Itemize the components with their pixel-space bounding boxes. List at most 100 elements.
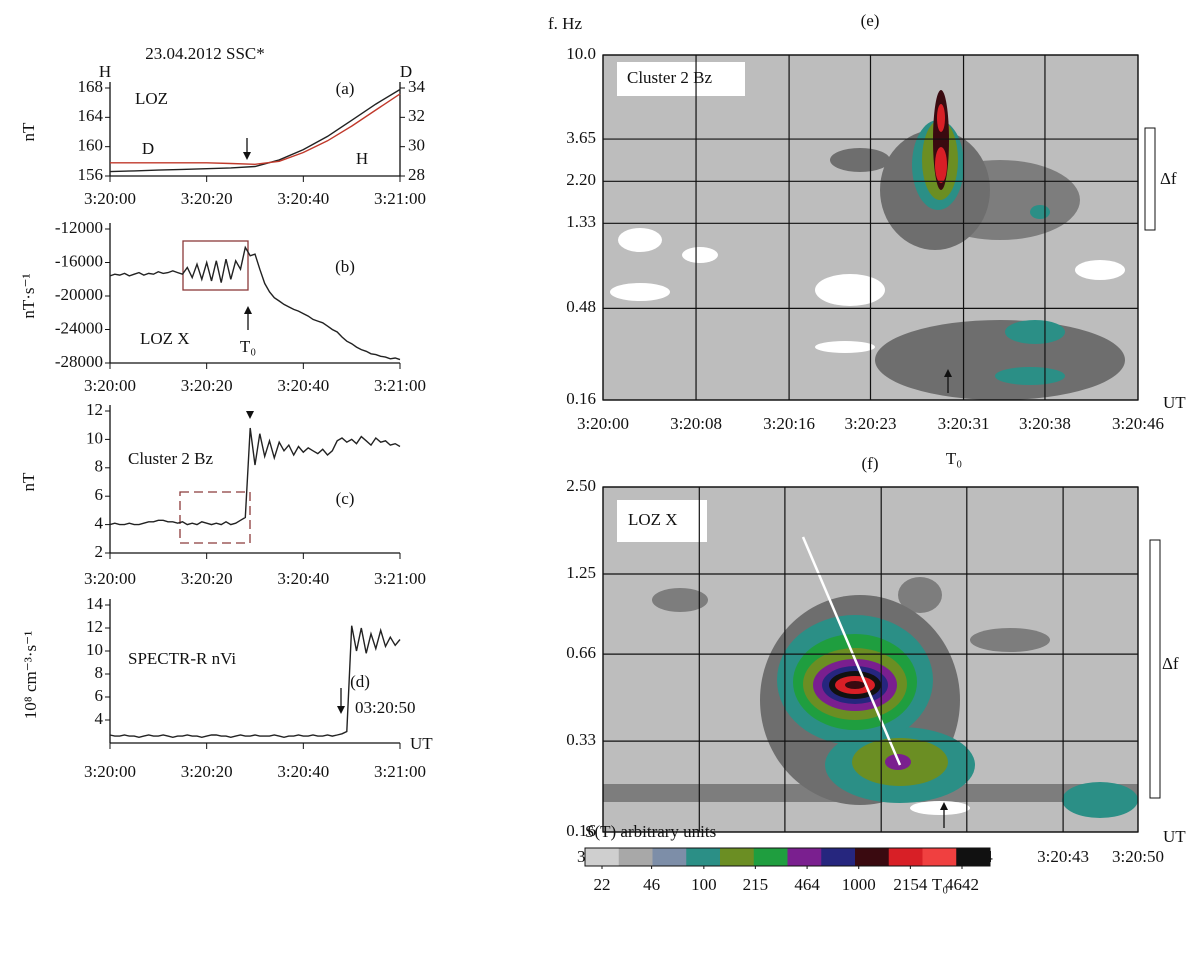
- x-tick-label: 3:20:23: [845, 414, 897, 433]
- ylabel: 10⁸ cm⁻³·s⁻¹: [21, 631, 40, 719]
- y-tick-label: 8: [95, 457, 104, 476]
- panel-label: (c): [336, 489, 355, 508]
- series-label: SPECTR-R nVi: [128, 649, 236, 668]
- x-tick-label: 3:20:40: [277, 762, 329, 781]
- y2-tick-label: 34: [408, 77, 426, 96]
- y-tick-label: 6: [95, 485, 104, 504]
- arrow-head: [940, 802, 948, 810]
- y-tick-label: -24000: [55, 318, 103, 337]
- colorbar-tick-label: 464: [794, 875, 820, 894]
- annotation: T₀: [932, 875, 948, 894]
- contour: [815, 341, 875, 353]
- xlabel: UT: [410, 734, 433, 753]
- y-tick-label: 2: [95, 542, 104, 561]
- x-tick-label: 3:20:40: [277, 569, 329, 588]
- spectrogram-e-field: [603, 55, 1156, 400]
- marker: [246, 411, 254, 419]
- color-swatch: [821, 848, 856, 866]
- color-swatch: [855, 848, 890, 866]
- y-tick-label: 3.65: [566, 128, 596, 147]
- y2-tick-label: 28: [408, 165, 425, 184]
- color-swatch: [787, 848, 822, 866]
- y-tick-label: 6: [95, 686, 104, 705]
- data-line: [109, 88, 401, 173]
- contour: [1075, 260, 1125, 280]
- y-tick-label: -16000: [55, 251, 103, 270]
- x-tick-label: 3:20:00: [84, 569, 136, 588]
- y-tick-label: 0.16: [566, 821, 596, 840]
- y-tick-label: 4: [95, 709, 104, 728]
- x-tick-label: 3:20:38: [1019, 414, 1071, 433]
- title: 23.04.2012 SSC*: [145, 44, 265, 63]
- x-tick-label: 3:21:00: [374, 376, 426, 395]
- y-tick-label: 0.33: [566, 730, 596, 749]
- xlabel: UT: [1163, 393, 1186, 412]
- x-tick-label: 3:20:40: [277, 376, 329, 395]
- series-label: D: [142, 139, 154, 158]
- color-swatch: [686, 848, 721, 866]
- series-label: Cluster 2 Bz: [128, 449, 213, 468]
- contour: [618, 228, 662, 252]
- contour: [937, 104, 945, 132]
- contour: [1030, 205, 1050, 219]
- x-tick-label: 3:20:43: [1037, 847, 1089, 866]
- x-tick-label: 3:21:00: [374, 569, 426, 588]
- y-tick-label: 10: [86, 428, 103, 447]
- y-tick-label: 4: [95, 514, 104, 533]
- label-box: [617, 500, 707, 542]
- y-tick-label: -20000: [55, 285, 103, 304]
- ylabel: nT·s⁻¹: [19, 273, 38, 318]
- y-tick-label: 12: [86, 400, 103, 419]
- ylabel: nT: [19, 472, 38, 492]
- x-tick-label: 3:20:00: [577, 414, 629, 433]
- y-tick-label: -28000: [55, 352, 103, 371]
- y2-tick-label: 32: [408, 106, 425, 125]
- color-swatch: [888, 848, 923, 866]
- y-tick-label: 168: [78, 77, 104, 96]
- contour: [682, 247, 718, 263]
- title: S(T) arbitrary units: [585, 822, 716, 841]
- colorbar-tick-label: 215: [743, 875, 769, 894]
- contour: [830, 148, 890, 172]
- colorbar-tick-label: 4642: [945, 875, 979, 894]
- band-bar: [1149, 539, 1161, 799]
- y-tick-label: 1.25: [566, 563, 596, 582]
- ylabel: nT: [19, 122, 38, 142]
- y-tick-label: 0.16: [566, 389, 596, 408]
- panel-label: (a): [336, 79, 355, 98]
- colorbar-tick-label: 46: [643, 875, 660, 894]
- data-line: [110, 93, 401, 166]
- color-swatch: [956, 848, 991, 866]
- arrow-head: [243, 152, 251, 160]
- y-tick-label: 2.20: [566, 170, 596, 189]
- y-tick-label: 1.33: [566, 212, 596, 231]
- annotation: T₀: [946, 449, 962, 468]
- y-tick-label: 164: [78, 106, 104, 125]
- contour: [995, 367, 1065, 385]
- arrow-head: [337, 706, 345, 714]
- ylabel-top: H: [99, 62, 111, 81]
- contour: [652, 588, 708, 612]
- color-swatch: [618, 848, 653, 866]
- y-tick-label: -12000: [55, 218, 103, 237]
- arrow-head: [244, 306, 252, 314]
- x-tick-label: 3:20:20: [181, 189, 233, 208]
- data-line: [109, 427, 401, 526]
- x-tick-label: 3:20:00: [84, 189, 136, 208]
- x-tick-label: 3:20:16: [763, 414, 815, 433]
- contour: [875, 320, 1125, 400]
- xlabel: UT: [1163, 827, 1186, 846]
- arrow-head: [944, 369, 952, 377]
- color-swatch: [922, 848, 957, 866]
- title: (f): [862, 454, 879, 473]
- contour: [845, 681, 865, 689]
- y-tick-label: 0.66: [566, 643, 596, 662]
- y-tick-label: 0.48: [566, 297, 596, 316]
- y-tick-label: 10.0: [566, 44, 596, 63]
- series-label: H: [356, 149, 368, 168]
- x-tick-label: 3:20:20: [181, 376, 233, 395]
- x-tick-label: 3:20:00: [84, 376, 136, 395]
- label: Cluster 2 Bz: [627, 68, 712, 87]
- title: (e): [861, 11, 880, 30]
- highlight-box: [182, 240, 249, 291]
